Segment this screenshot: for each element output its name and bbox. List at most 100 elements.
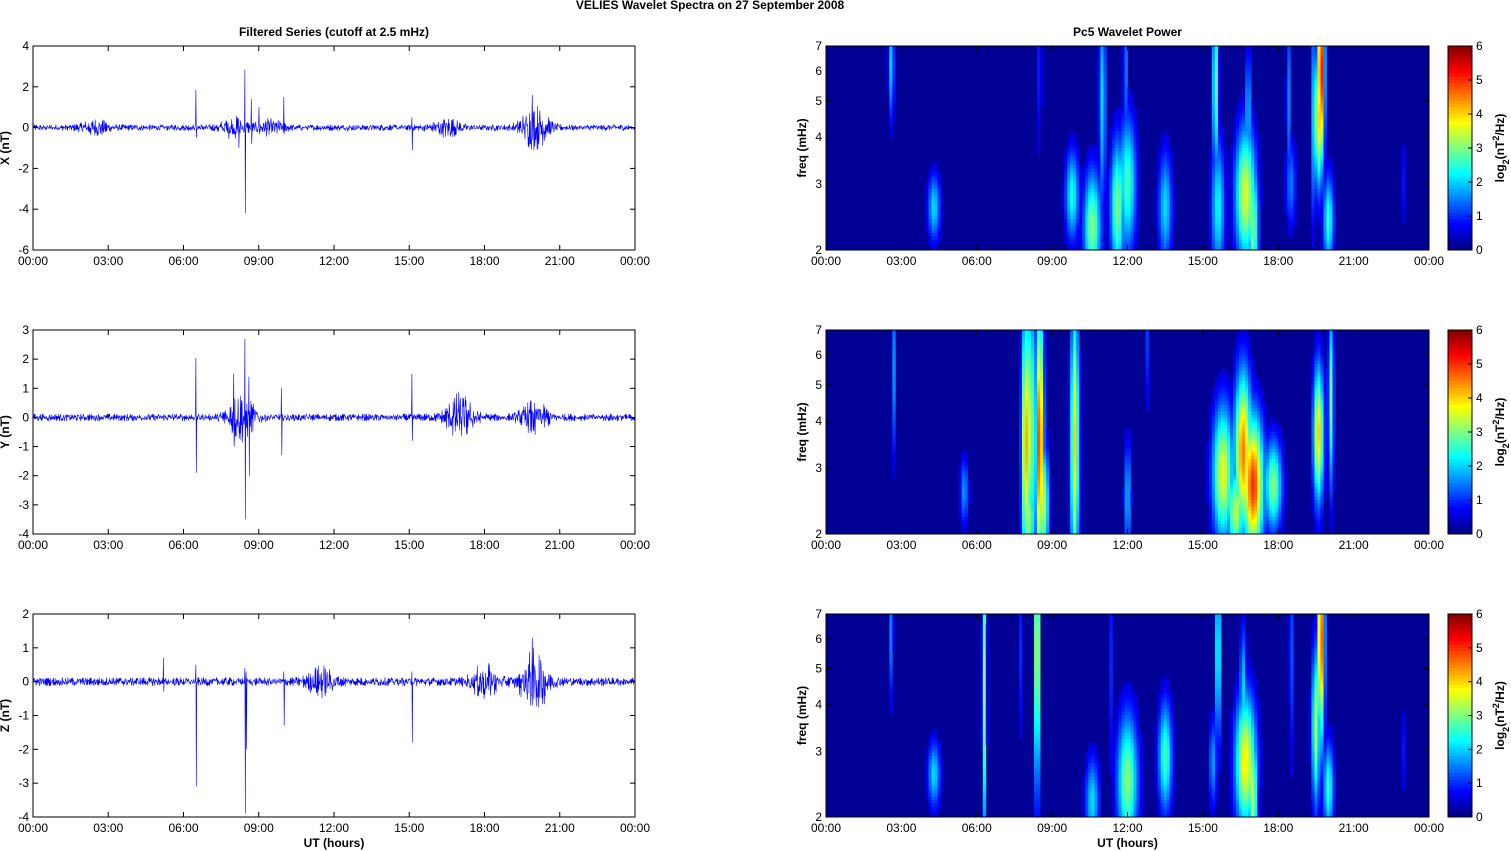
power-cell xyxy=(958,479,963,484)
power-cell xyxy=(1211,195,1216,200)
power-cell xyxy=(1242,421,1246,426)
power-cell xyxy=(1091,229,1095,234)
power-cell xyxy=(1257,404,1261,409)
power-cell xyxy=(934,165,938,169)
power-cell xyxy=(1076,243,1080,247)
power-cell xyxy=(1031,462,1035,467)
power-cell xyxy=(1021,452,1026,457)
power-cell xyxy=(1314,370,1318,375)
power-cell xyxy=(1326,408,1330,412)
power-cell xyxy=(1214,384,1219,389)
power-cell xyxy=(1251,408,1255,412)
power-cell xyxy=(1236,182,1240,186)
colorbar-cell xyxy=(1448,137,1472,142)
power-cell xyxy=(1145,350,1150,355)
power-cell xyxy=(1121,188,1125,193)
power-cell xyxy=(1329,340,1333,344)
power-cell xyxy=(1254,233,1258,237)
power-cell xyxy=(1317,425,1321,429)
power-cell xyxy=(1320,486,1324,491)
power-cell xyxy=(1332,394,1336,399)
power-cell xyxy=(1242,442,1246,446)
power-cell xyxy=(1103,114,1107,118)
power-cell xyxy=(1323,205,1327,210)
power-cell xyxy=(1127,151,1131,156)
power-cell xyxy=(892,46,896,50)
power-cell xyxy=(1323,243,1327,247)
power-cell xyxy=(1133,114,1137,118)
power-cell xyxy=(1109,205,1113,210)
power-cell xyxy=(1079,226,1083,230)
power-cell xyxy=(1214,151,1219,156)
power-cell xyxy=(1239,141,1243,145)
power-cell xyxy=(1079,421,1083,426)
power-cell xyxy=(1127,246,1131,251)
power-cell xyxy=(1205,462,1210,467)
power-cell xyxy=(1257,472,1261,477)
power-cell xyxy=(1211,243,1216,247)
power-cell xyxy=(1124,165,1128,169)
power-cell xyxy=(1127,216,1131,220)
power-cell xyxy=(892,117,896,122)
power-cell xyxy=(1124,438,1128,443)
power-cell xyxy=(1260,199,1264,203)
power-cell xyxy=(1245,205,1249,210)
y-tick-label: 3 xyxy=(22,323,29,337)
power-cell xyxy=(1317,69,1321,74)
power-cell xyxy=(1067,161,1071,166)
power-cell xyxy=(1401,151,1406,156)
power-cell xyxy=(1018,469,1023,474)
power-cell xyxy=(937,178,941,183)
power-cell xyxy=(1251,381,1255,385)
power-cell xyxy=(1037,148,1041,152)
power-cell xyxy=(1097,246,1101,251)
power-cell xyxy=(1217,449,1222,453)
power-cell xyxy=(1257,148,1261,152)
power-cell xyxy=(1214,103,1219,108)
power-cell xyxy=(1263,489,1267,494)
power-cell xyxy=(940,195,944,200)
power-cell xyxy=(1024,489,1029,494)
power-cell xyxy=(1251,367,1255,372)
power-cell xyxy=(1311,86,1315,91)
power-cell xyxy=(1073,381,1077,385)
power-cell xyxy=(1230,483,1234,487)
power-cell xyxy=(1233,425,1237,429)
power-cell xyxy=(1239,411,1243,416)
power-cell xyxy=(1097,134,1101,139)
power-cell xyxy=(1284,154,1288,159)
power-cell xyxy=(1242,188,1246,193)
power-cell xyxy=(1242,466,1246,470)
power-cell xyxy=(1254,165,1258,169)
power-cell xyxy=(1127,141,1131,145)
power-cell xyxy=(1233,415,1237,419)
power-cell xyxy=(1220,391,1225,395)
power-cell xyxy=(1266,489,1270,494)
power-cell xyxy=(1245,377,1249,382)
power-cell xyxy=(1037,445,1041,450)
power-cell xyxy=(1079,367,1083,372)
power-cell xyxy=(1329,199,1333,203)
power-cell xyxy=(1329,377,1333,382)
power-cell xyxy=(1214,459,1219,463)
colorbar-cell xyxy=(1448,83,1472,88)
power-cell xyxy=(1097,222,1101,227)
power-cell xyxy=(1254,391,1258,395)
power-cell xyxy=(1311,97,1315,101)
power-cell xyxy=(1127,476,1131,480)
power-cell xyxy=(1223,421,1228,426)
power-cell xyxy=(1064,216,1068,220)
power-cell xyxy=(1043,333,1047,338)
power-cell xyxy=(1248,350,1252,355)
power-cell xyxy=(1320,219,1324,224)
power-cell xyxy=(928,175,932,179)
power-cell xyxy=(1326,384,1330,389)
power-cell xyxy=(1311,415,1315,419)
power-cell xyxy=(1233,168,1237,173)
power-cell xyxy=(1067,151,1071,156)
power-cell xyxy=(1100,110,1104,115)
power-cell xyxy=(1118,216,1122,220)
power-cell xyxy=(1103,168,1107,173)
power-cell xyxy=(1157,154,1162,159)
power-cell xyxy=(1088,161,1092,166)
